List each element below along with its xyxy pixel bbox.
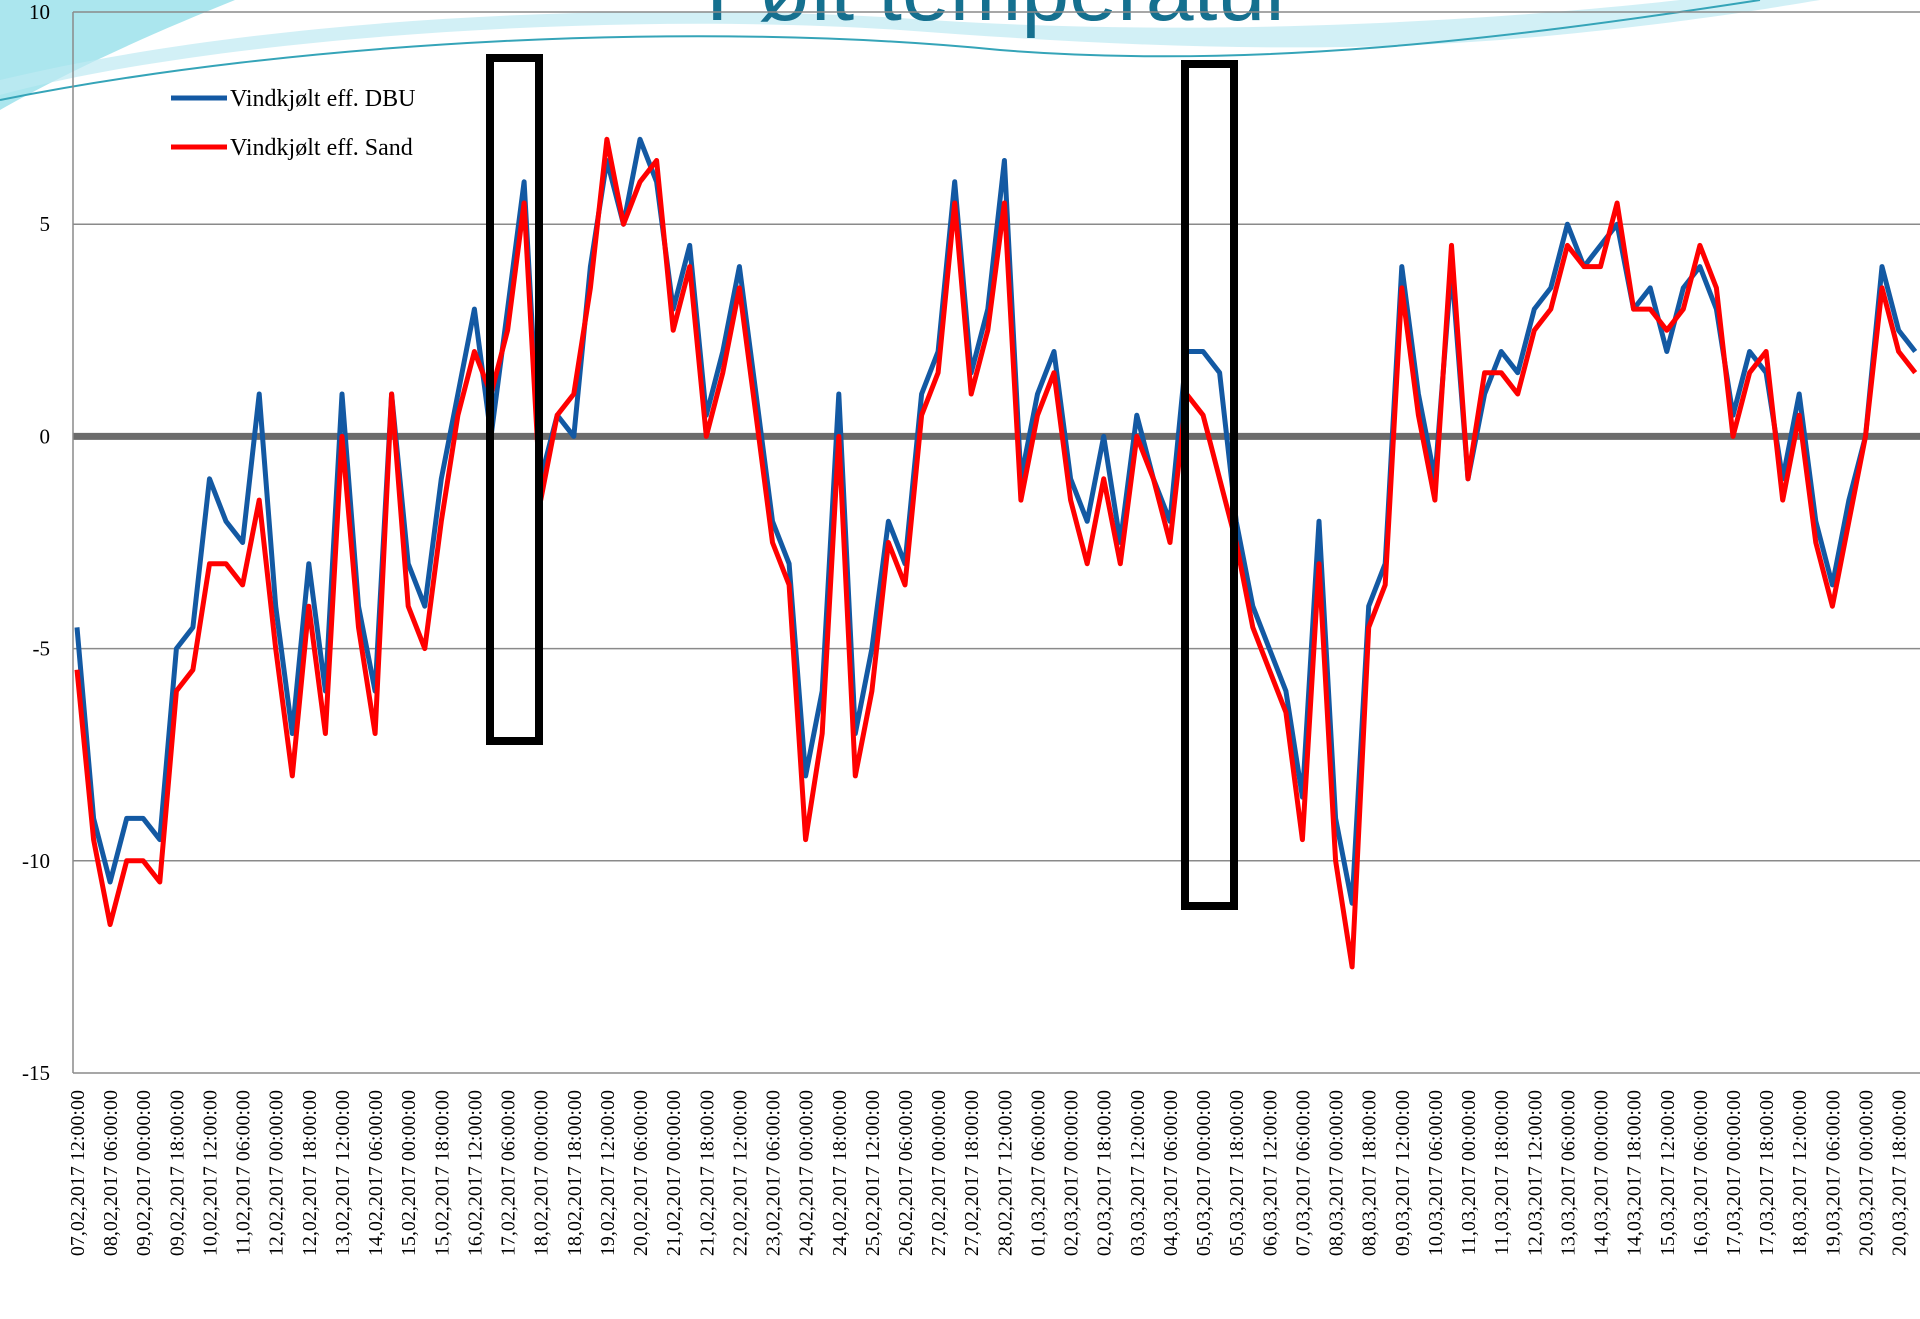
x-tick-label: 19,03,2017 06:00:00 bbox=[1822, 1090, 1844, 1256]
swoosh bbox=[0, 0, 1820, 95]
series bbox=[74, 136, 1918, 970]
x-tick-label: 08,03,2017 18:00:00 bbox=[1359, 1090, 1381, 1256]
x-tick-label: 27,02,2017 00:00:00 bbox=[928, 1090, 950, 1256]
x-tick-label: 13,03,2017 06:00:00 bbox=[1557, 1090, 1579, 1256]
x-tick-label: 16,03,2017 06:00:00 bbox=[1690, 1090, 1712, 1256]
x-tick-label: 23,02,2017 06:00:00 bbox=[763, 1090, 785, 1256]
y-tick-label: -5 bbox=[33, 637, 51, 661]
x-tick-label: 20,02,2017 06:00:00 bbox=[630, 1090, 652, 1256]
x-tick-label: 17,02,2017 06:00:00 bbox=[498, 1090, 520, 1256]
x-tick-label: 03,03,2017 12:00:00 bbox=[1127, 1090, 1149, 1256]
x-tick-label: 14,03,2017 00:00:00 bbox=[1591, 1090, 1613, 1256]
x-tick-label: 05,03,2017 18:00:00 bbox=[1226, 1090, 1248, 1256]
x-tick-label: 12,03,2017 12:00:00 bbox=[1524, 1090, 1546, 1256]
x-tick-label: 04,03,2017 06:00:00 bbox=[1160, 1090, 1182, 1256]
x-tick-label: 11,02,2017 06:00:00 bbox=[233, 1090, 255, 1255]
x-tick-label: 18,02,2017 00:00:00 bbox=[531, 1090, 553, 1256]
x-tick-label: 18,03,2017 12:00:00 bbox=[1789, 1090, 1811, 1256]
chart-title: Følt temperatur bbox=[706, 0, 1294, 39]
x-tick-label: 11,03,2017 00:00:00 bbox=[1458, 1090, 1480, 1255]
x-tick-label: 07,02,2017 12:00:00 bbox=[67, 1090, 89, 1256]
legend-label: Vindkjølt eff. DBU bbox=[230, 86, 415, 112]
x-tick-label: 05,03,2017 00:00:00 bbox=[1193, 1090, 1215, 1256]
x-tick-label: 10,03,2017 06:00:00 bbox=[1425, 1090, 1447, 1256]
x-tick-label: 17,03,2017 18:00:00 bbox=[1756, 1090, 1778, 1256]
x-tick-label: 20,03,2017 18:00:00 bbox=[1889, 1090, 1911, 1256]
x-tick-label: 22,02,2017 12:00:00 bbox=[729, 1090, 751, 1256]
x-tick-label: 02,03,2017 18:00:00 bbox=[1094, 1090, 1116, 1256]
x-tick-label: 14,03,2017 18:00:00 bbox=[1624, 1090, 1646, 1256]
x-tick-label: 27,02,2017 18:00:00 bbox=[961, 1090, 983, 1256]
y-tick-label: 10 bbox=[29, 0, 50, 24]
x-tick-label: 10,02,2017 12:00:00 bbox=[199, 1090, 221, 1256]
y-tick-label: -15 bbox=[22, 1061, 50, 1085]
x-tick-label: 09,02,2017 00:00:00 bbox=[133, 1090, 155, 1256]
axis-labels: -15 -10 -5 0 5 10 07,02,2017 12:00:00 08,02,201… bbox=[22, 0, 1911, 1256]
x-tick-label: 19,02,2017 12:00:00 bbox=[597, 1090, 619, 1256]
x-tick-label: 08,03,2017 00:00:00 bbox=[1326, 1090, 1348, 1256]
series-line bbox=[74, 136, 1918, 970]
swoosh-line bbox=[0, 0, 1761, 101]
y-tick-label: 0 bbox=[40, 424, 51, 448]
legend: Vindkjølt eff. DBU Vindkjølt eff. Sand bbox=[171, 86, 415, 161]
swoosh bbox=[0, 0, 235, 110]
x-tick-label: 21,02,2017 18:00:00 bbox=[696, 1090, 718, 1256]
x-tick-label: 21,02,2017 00:00:00 bbox=[663, 1090, 685, 1256]
y-tick-label: -10 bbox=[22, 849, 50, 873]
x-tick-label: 01,03,2017 06:00:00 bbox=[1027, 1090, 1049, 1256]
x-tick-label: 12,02,2017 18:00:00 bbox=[299, 1090, 321, 1256]
x-tick-label: 14,02,2017 06:00:00 bbox=[365, 1090, 387, 1256]
x-tick-label: 09,02,2017 18:00:00 bbox=[166, 1090, 188, 1256]
x-tick-label: 13,02,2017 12:00:00 bbox=[332, 1090, 354, 1256]
highlight-box bbox=[1181, 60, 1238, 910]
x-tick-label: 07,03,2017 06:00:00 bbox=[1292, 1090, 1314, 1256]
x-tick-label: 08,02,2017 06:00:00 bbox=[100, 1090, 122, 1256]
x-tick-label: 09,03,2017 12:00:00 bbox=[1392, 1090, 1414, 1256]
legend-label: Vindkjølt eff. Sand bbox=[230, 135, 413, 161]
x-tick-label: 15,03,2017 12:00:00 bbox=[1657, 1090, 1679, 1256]
decoration bbox=[0, 0, 1820, 110]
x-tick-label: 15,02,2017 18:00:00 bbox=[431, 1090, 453, 1256]
x-tick-label: 11,03,2017 18:00:00 bbox=[1491, 1090, 1513, 1255]
x-tick-label: 26,02,2017 06:00:00 bbox=[895, 1090, 917, 1256]
x-tick-label: 28,02,2017 12:00:00 bbox=[994, 1090, 1016, 1256]
y-tick-label: 5 bbox=[40, 212, 51, 236]
highlight-box bbox=[486, 54, 543, 745]
x-tick-label: 16,02,2017 12:00:00 bbox=[464, 1090, 486, 1256]
x-tick-label: 24,02,2017 00:00:00 bbox=[796, 1090, 818, 1256]
x-tick-label: 12,02,2017 00:00:00 bbox=[266, 1090, 288, 1256]
x-tick-label: 17,03,2017 00:00:00 bbox=[1723, 1090, 1745, 1256]
x-tick-label: 15,02,2017 00:00:00 bbox=[398, 1090, 420, 1256]
x-tick-label: 24,02,2017 18:00:00 bbox=[829, 1090, 851, 1256]
x-tick-label: 25,02,2017 12:00:00 bbox=[862, 1090, 884, 1256]
x-tick-label: 20,03,2017 00:00:00 bbox=[1855, 1090, 1877, 1256]
x-tick-label: 02,03,2017 00:00:00 bbox=[1061, 1090, 1083, 1256]
x-tick-label: 18,02,2017 18:00:00 bbox=[564, 1090, 586, 1256]
x-tick-label: 06,03,2017 12:00:00 bbox=[1259, 1090, 1281, 1256]
